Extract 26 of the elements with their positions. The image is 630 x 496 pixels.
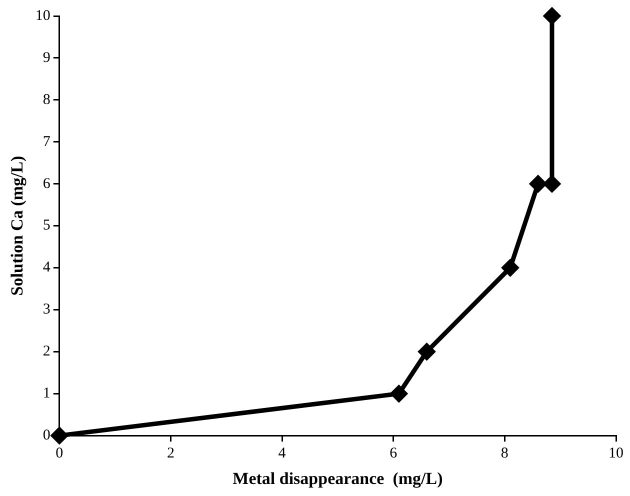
point: [51, 427, 68, 444]
point: [530, 176, 546, 192]
y-tick-label: 10: [35, 8, 50, 24]
x-tick-label: 6: [390, 446, 398, 462]
point: [390, 385, 408, 402]
y-axis-title: Solution Ca (mg/L): [8, 156, 27, 296]
point: [544, 176, 560, 192]
x-tick-label: 8: [500, 446, 508, 462]
y-tick-label: 1: [42, 386, 50, 402]
y-tick-label: 9: [42, 50, 50, 66]
y-tick-label: 8: [42, 92, 50, 108]
x-tick-label: 10: [608, 446, 624, 462]
x-tick-label: 2: [166, 446, 174, 462]
y-tick-label: 3: [42, 302, 50, 318]
y-tick-label: 5: [42, 218, 50, 234]
y-tick-label: 2: [42, 344, 50, 360]
x-axis-title: Metal disappearance (mg/L): [232, 469, 443, 488]
y-tick-label: 4: [42, 260, 51, 276]
point: [418, 343, 436, 360]
y-tick-label: 6: [42, 176, 51, 192]
point: [544, 8, 560, 24]
point: [502, 260, 518, 276]
x-tick-label: 4: [278, 446, 286, 462]
y-tick-label: 7: [42, 134, 51, 150]
y-tick-label: 0: [42, 428, 50, 444]
x-tick-label: 0: [56, 446, 64, 462]
